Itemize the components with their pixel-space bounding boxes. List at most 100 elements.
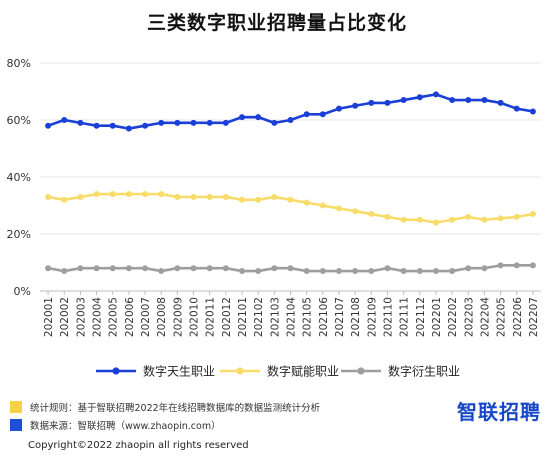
data-point-series-2	[303, 199, 310, 206]
x-tick-label: 202207	[528, 297, 540, 337]
data-point-series-3	[481, 265, 488, 272]
x-tick-label: 202009	[172, 297, 184, 337]
data-point-series-1	[384, 99, 391, 106]
data-point-series-2	[384, 213, 391, 220]
data-point-series-1	[109, 122, 116, 129]
x-tick-label: 202005	[108, 297, 120, 337]
x-tick-label: 202107	[334, 297, 346, 337]
data-point-series-1	[142, 122, 149, 129]
data-point-series-2	[368, 211, 375, 218]
data-point-series-2	[109, 191, 116, 198]
data-point-series-3	[190, 265, 197, 272]
data-point-series-3	[432, 268, 439, 275]
y-tick-label: 20%	[7, 228, 31, 241]
data-point-series-3	[449, 268, 456, 275]
data-point-series-2	[158, 191, 165, 198]
data-point-series-3	[255, 268, 262, 275]
data-point-series-2	[174, 193, 181, 200]
data-point-series-1	[239, 114, 246, 121]
data-point-series-2	[142, 191, 149, 198]
data-point-series-2	[239, 196, 246, 203]
x-tick-label: 202003	[75, 297, 87, 337]
x-tick-label: 202106	[318, 297, 330, 337]
footnote-source-swatch	[10, 419, 22, 431]
data-point-series-1	[190, 119, 197, 126]
data-point-series-2	[287, 196, 294, 203]
legend-marker-3	[357, 367, 365, 375]
data-point-series-1	[497, 99, 504, 106]
x-tick-label: 202010	[189, 297, 201, 337]
x-tick-label: 202201	[431, 297, 443, 337]
x-tick-label: 202001	[43, 297, 55, 337]
x-tick-label: 202103	[269, 297, 281, 337]
data-point-series-2	[255, 196, 262, 203]
data-point-series-1	[271, 119, 278, 126]
x-tick-label: 202104	[286, 297, 298, 337]
x-tick-label: 202112	[415, 297, 427, 337]
data-point-series-3	[174, 265, 181, 272]
data-point-series-3	[497, 262, 504, 269]
data-point-series-2	[481, 216, 488, 223]
series-line-1	[47, 93, 534, 130]
data-point-series-1	[400, 97, 407, 104]
data-point-series-1	[61, 117, 68, 123]
data-point-series-2	[319, 202, 326, 209]
chart-title: 三类数字职业招聘量占比变化	[146, 12, 407, 34]
data-point-series-2	[93, 191, 100, 198]
data-point-series-3	[109, 265, 116, 272]
data-point-series-3	[465, 265, 472, 272]
data-point-series-3	[271, 265, 278, 272]
footnote-rule-text: 统计规则：基于智联招聘2022年在线招聘数据库的数据监测统计分析	[30, 403, 321, 414]
footnote-source-text: 数据来源：智联招聘（www.zhaopin.com）	[30, 421, 221, 432]
footnote-source: 数据来源：智联招聘（www.zhaopin.com）	[10, 418, 221, 432]
data-point-series-3	[529, 262, 536, 269]
data-point-series-1	[352, 102, 359, 109]
footnote-rule: 统计规则：基于智联招聘2022年在线招聘数据库的数据监测统计分析	[10, 400, 320, 414]
data-point-series-3	[206, 265, 213, 272]
copyright-text: Copyright©2022 zhaopin all rights reserv…	[28, 440, 249, 451]
data-point-series-3	[416, 268, 423, 275]
data-point-series-1	[174, 119, 181, 126]
y-tick-label: 40%	[7, 171, 31, 184]
data-point-series-2	[271, 193, 278, 200]
zhaopin-logo: 智联招聘	[457, 400, 541, 424]
data-point-series-2	[77, 193, 84, 200]
data-point-series-1	[335, 105, 342, 112]
data-point-series-2	[61, 196, 68, 203]
data-point-series-1	[465, 97, 472, 104]
data-point-series-2	[206, 193, 213, 200]
x-tick-label: 202205	[496, 297, 508, 337]
data-point-series-1	[93, 122, 100, 129]
data-point-series-2	[190, 193, 197, 200]
data-point-series-1	[287, 117, 294, 123]
legend-marker-1	[112, 367, 120, 375]
data-point-series-1	[513, 105, 520, 112]
y-tick-label: 80%	[7, 57, 31, 70]
data-point-series-1	[432, 91, 439, 98]
x-tick-label: 202004	[92, 297, 104, 337]
data-point-series-2	[45, 193, 52, 200]
data-point-series-2	[449, 216, 456, 223]
data-point-series-3	[158, 268, 165, 275]
x-tick-label: 202109	[366, 297, 378, 337]
y-tick-label: 0%	[14, 285, 31, 298]
legend-label-2: 数字赋能职业	[267, 364, 339, 379]
data-point-series-2	[125, 191, 132, 198]
data-point-series-1	[368, 99, 375, 106]
data-point-series-1	[319, 111, 326, 118]
y-tick-label: 60%	[7, 114, 31, 127]
data-point-series-3	[45, 265, 52, 272]
x-tick-label: 202105	[302, 297, 314, 337]
data-point-series-3	[93, 265, 100, 272]
x-tick-label: 202002	[59, 297, 71, 337]
data-point-series-1	[206, 119, 213, 126]
x-tick-label: 202202	[447, 297, 459, 337]
x-tick-label: 202110	[382, 297, 394, 337]
data-point-series-2	[497, 215, 504, 222]
data-point-series-1	[449, 97, 456, 104]
legend-marker-2	[236, 367, 244, 375]
x-tick-label: 202011	[205, 297, 217, 337]
data-point-series-3	[335, 268, 342, 275]
data-point-series-2	[352, 208, 359, 215]
data-point-series-3	[61, 268, 68, 275]
